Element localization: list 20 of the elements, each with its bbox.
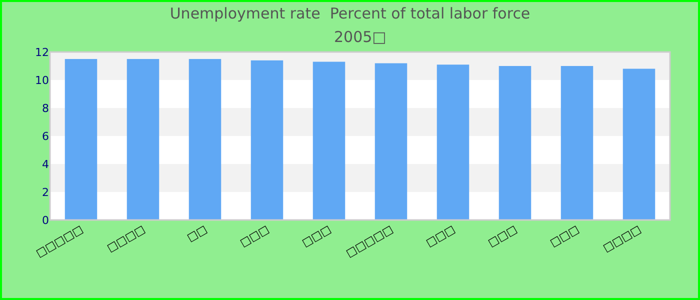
bar xyxy=(374,63,408,220)
bar xyxy=(436,64,470,220)
bar xyxy=(498,66,532,220)
bar xyxy=(188,59,222,220)
chart-subtitle: 2005□ xyxy=(334,28,386,46)
bar xyxy=(312,62,346,220)
bar xyxy=(622,68,656,220)
chart-title: Unemployment rate Percent of total labor force xyxy=(170,4,530,22)
y-tick-label: 12 xyxy=(35,46,49,59)
y-tick-label: 10 xyxy=(35,74,49,87)
y-tick-label: 0 xyxy=(42,214,49,227)
bar xyxy=(64,59,98,220)
y-tick-label: 6 xyxy=(42,130,49,143)
x-tick-label: □□ xyxy=(184,222,210,244)
y-tick-label: 2 xyxy=(42,186,49,199)
y-tick-label: 4 xyxy=(42,158,49,171)
bar xyxy=(250,60,284,220)
bar xyxy=(126,59,160,220)
y-tick-label: 8 xyxy=(42,102,49,115)
bar xyxy=(560,66,594,220)
